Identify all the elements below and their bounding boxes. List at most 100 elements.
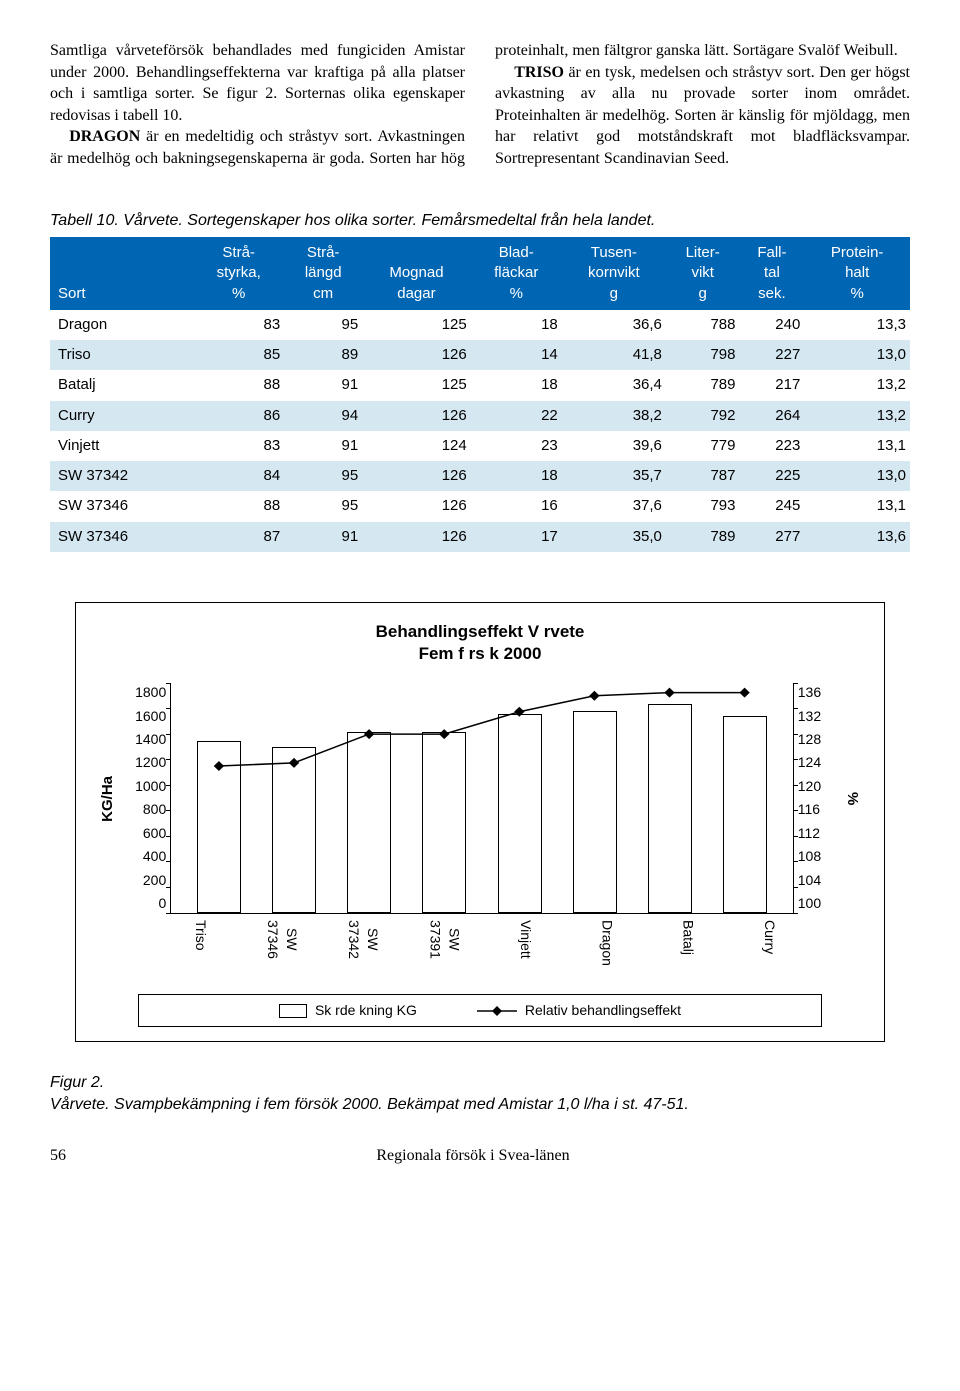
y-right-tick: 100: [798, 894, 832, 913]
y-right-tick: 124: [798, 753, 832, 772]
table-cell: 227: [739, 340, 804, 370]
table-cell: 126: [362, 340, 471, 370]
body-text: Samtliga vårveteförsök behandlades med f…: [50, 40, 910, 170]
figure-caption: Figur 2. Vårvete. Svampbekämpning i fem …: [50, 1072, 910, 1115]
table-cell: 83: [193, 431, 284, 461]
triso-label: TRISO: [514, 64, 564, 81]
table-row: SW 3734687911261735,078927713,6: [50, 522, 910, 552]
table-row: Dragon83951251836,678824013,3: [50, 310, 910, 340]
table-cell: 18: [471, 461, 562, 491]
y-left-tick: 0: [122, 894, 166, 913]
table-cell: 787: [666, 461, 740, 491]
table-cell: 13,3: [804, 310, 910, 340]
chart-bar: [347, 732, 391, 913]
x-axis-label: Curry: [747, 920, 791, 980]
y-left-tick: 200: [122, 871, 166, 890]
table-cell: 14: [471, 340, 562, 370]
table-cell: SW 37346: [50, 491, 193, 521]
table-cell: 13,2: [804, 401, 910, 431]
chart-container: Behandlingseffekt V rvete Fem f rs k 200…: [75, 602, 885, 1042]
table-cell: 22: [471, 401, 562, 431]
table-header-cell: Sort: [50, 237, 193, 310]
table-cell: 41,8: [562, 340, 666, 370]
table-cell: 13,1: [804, 491, 910, 521]
table-cell: 94: [284, 401, 362, 431]
table-cell: 225: [739, 461, 804, 491]
table-cell: SW 37342: [50, 461, 193, 491]
table-caption: Tabell 10. Vårvete. Sortegenskaper hos o…: [50, 210, 910, 232]
y-right-tick: 132: [798, 707, 832, 726]
table-cell: 95: [284, 461, 362, 491]
table-cell: 37,6: [562, 491, 666, 521]
table-cell: 88: [193, 370, 284, 400]
table-cell: 13,0: [804, 461, 910, 491]
table-cell: 223: [739, 431, 804, 461]
table-cell: 87: [193, 522, 284, 552]
y-left-tick: 1600: [122, 707, 166, 726]
y-right-tick: 108: [798, 847, 832, 866]
table-cell: 124: [362, 431, 471, 461]
table-row: SW 3734688951261637,679324513,1: [50, 491, 910, 521]
table-cell: 84: [193, 461, 284, 491]
table-cell: 217: [739, 370, 804, 400]
y-left-tick: 1000: [122, 777, 166, 796]
y-left-tick: 1400: [122, 730, 166, 749]
table-cell: 277: [739, 522, 804, 552]
y-axis-left-ticks: 180016001400120010008006004002000: [122, 683, 166, 913]
table-cell: 13,1: [804, 431, 910, 461]
y-left-tick: 400: [122, 847, 166, 866]
table-cell: 35,0: [562, 522, 666, 552]
table-header-cell: Fall-talsek.: [739, 237, 804, 310]
table-header-cell: Strå-styrka,%: [193, 237, 284, 310]
y-left-tick: 600: [122, 824, 166, 843]
table-cell: 798: [666, 340, 740, 370]
para-1a: Samtliga vårveteförsök behandlades med f…: [50, 42, 465, 124]
table-cell: 779: [666, 431, 740, 461]
table-cell: 89: [284, 340, 362, 370]
table-cell: 789: [666, 370, 740, 400]
chart-bar: [498, 714, 542, 913]
legend-bar-swatch: [279, 1004, 307, 1018]
chart-legend: Sk rde kning KG Relativ behandlingseffek…: [138, 994, 822, 1027]
table-cell: 88: [193, 491, 284, 521]
x-axis-labels: TrisoSW37346SW37342SW37391VinjettDragonB…: [150, 920, 820, 980]
chart-bar: [197, 741, 241, 914]
table-cell: 36,6: [562, 310, 666, 340]
table-cell: 95: [284, 491, 362, 521]
table-cell: 86: [193, 401, 284, 431]
y-axis-right-label: %: [842, 683, 862, 914]
table-cell: 13,2: [804, 370, 910, 400]
table-cell: 17: [471, 522, 562, 552]
table-header-cell: Protein-halt%: [804, 237, 910, 310]
table-cell: 792: [666, 401, 740, 431]
table-cell: 91: [284, 370, 362, 400]
dragon-label: DRAGON: [69, 128, 140, 145]
y-right-tick: 116: [798, 800, 832, 819]
table-cell: 125: [362, 310, 471, 340]
table-cell: 788: [666, 310, 740, 340]
table-cell: 126: [362, 401, 471, 431]
y-axis-left-label: KG/Ha: [98, 683, 118, 914]
table-cell: 789: [666, 522, 740, 552]
y-right-tick: 112: [798, 824, 832, 843]
table-cell: Curry: [50, 401, 193, 431]
table-cell: Dragon: [50, 310, 193, 340]
x-axis-label: SW37346: [260, 920, 304, 980]
table-cell: Triso: [50, 340, 193, 370]
plot: [170, 683, 794, 914]
y-right-tick: 136: [798, 683, 832, 702]
x-axis-label: Batalj: [666, 920, 710, 980]
y-right-tick: 120: [798, 777, 832, 796]
table-cell: 126: [362, 461, 471, 491]
table-row: Batalj88911251836,478921713,2: [50, 370, 910, 400]
legend-line-swatch: [477, 1004, 517, 1018]
table-row: Triso85891261441,879822713,0: [50, 340, 910, 370]
table-row: SW 3734284951261835,778722513,0: [50, 461, 910, 491]
chart-bar: [422, 732, 466, 913]
table-cell: 35,7: [562, 461, 666, 491]
table-cell: 18: [471, 370, 562, 400]
table-header-cell: Blad-fläckar%: [471, 237, 562, 310]
y-axis-right-ticks: 136132128124120116112108104100: [798, 683, 832, 913]
table-cell: 83: [193, 310, 284, 340]
page-number: 56: [50, 1145, 66, 1167]
